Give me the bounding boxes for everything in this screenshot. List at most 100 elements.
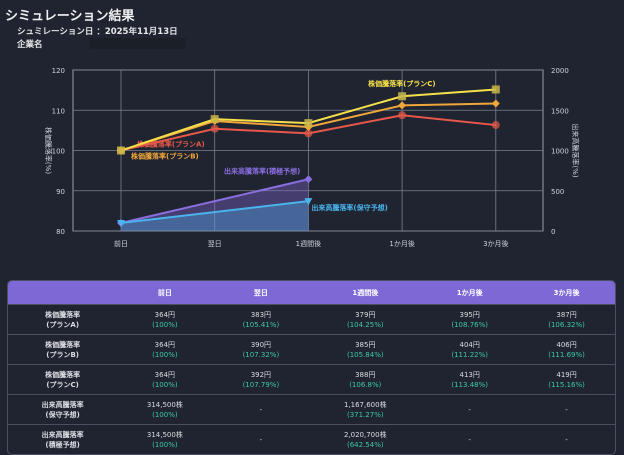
line-chart: 80 90 100 110 120 0 500 1000 1500 2000 前日 翌日 1週間後 1か月… bbox=[44, 67, 580, 248]
data-point bbox=[210, 124, 219, 133]
column-header: 1週間後 bbox=[309, 281, 422, 305]
table-row: 株価騰落率 (プランB) 364円 (100%) 390円 (107.32%) 385円 (1… bbox=[8, 334, 615, 365]
cell-percent: (106.32%) bbox=[548, 320, 585, 329]
cell-percent: (108.76%) bbox=[451, 320, 488, 329]
data-point bbox=[117, 219, 125, 227]
row-label: 出来高騰落率 bbox=[41, 430, 84, 439]
cell-value: 419円 bbox=[556, 370, 577, 379]
cell-value: 314,500株 bbox=[146, 400, 183, 409]
cell-percent: (107.32%) bbox=[242, 350, 280, 359]
cell-value: 1,167,600株 bbox=[343, 400, 387, 409]
data-point bbox=[491, 85, 500, 94]
table-cell: 1,167,600株 (371.27%) bbox=[309, 394, 422, 425]
cell-value: 388円 bbox=[355, 370, 376, 379]
column-header: 1か月後 bbox=[421, 281, 519, 305]
data-point bbox=[398, 92, 407, 101]
cell-percent: (100%) bbox=[152, 440, 178, 449]
cell-percent: (105.41%) bbox=[242, 320, 280, 329]
cell-percent: (642.54%) bbox=[346, 440, 384, 449]
series-line bbox=[120, 200, 309, 224]
table-cell: - bbox=[212, 424, 310, 454]
data-point bbox=[398, 111, 407, 120]
row-label: 株価騰落率 bbox=[45, 340, 81, 349]
table-cell: 364円 (100%) bbox=[117, 334, 213, 365]
cell-percent: (111.22%) bbox=[451, 350, 488, 359]
x-tick-label: 3か月後 bbox=[483, 239, 508, 248]
y2-axis-label: 出来高騰落率(%) bbox=[571, 123, 580, 177]
series-area bbox=[121, 201, 309, 231]
cell-value: 314,500株 bbox=[146, 430, 183, 439]
y2-tick-label: 0 bbox=[551, 228, 555, 236]
table-cell: 364円 (100%) bbox=[117, 364, 213, 395]
cell-value: 413円 bbox=[459, 370, 480, 379]
cell-value: 364円 bbox=[154, 370, 176, 379]
data-point bbox=[210, 115, 219, 124]
table-cell: - bbox=[212, 394, 310, 425]
row-header: 株価騰落率 (プランB) bbox=[8, 334, 118, 365]
cell-value: - bbox=[259, 405, 263, 414]
data-point bbox=[117, 146, 125, 155]
x-tick-label: 前日 bbox=[114, 239, 128, 248]
table-cell: 314,500株 (100%) bbox=[117, 394, 213, 425]
row-sublabel: (積極予想) bbox=[45, 440, 80, 449]
cell-value: 364円 bbox=[154, 340, 176, 349]
table-cell: 388円 (106.8%) bbox=[309, 364, 422, 395]
cell-value: 364円 bbox=[154, 310, 176, 319]
date-label: シュミレーション日 bbox=[17, 27, 94, 37]
column-header: 前日 bbox=[117, 281, 213, 305]
series-label: 出来高騰落率(積極予想) bbox=[224, 166, 300, 175]
y2-tick-label: 1000 bbox=[551, 148, 569, 156]
table-row: 出来高騰落率 (積極予想) 314,500株 (100%) - 2,020,700株 (64… bbox=[8, 424, 615, 454]
cell-value: - bbox=[259, 435, 263, 444]
series-line bbox=[120, 178, 309, 224]
cell-percent: (100%) bbox=[152, 380, 178, 389]
row-label: 出来高騰落率 bbox=[41, 400, 84, 409]
column-header: 3か月後 bbox=[518, 281, 615, 305]
table-cell: 385円 (105.84%) bbox=[309, 334, 422, 365]
x-tick-label: 1か月後 bbox=[389, 239, 414, 248]
table-cell: 392円 (107.79%) bbox=[212, 364, 310, 395]
cell-percent: (100%) bbox=[152, 350, 178, 359]
y2-tick-label: 500 bbox=[551, 188, 564, 196]
x-tick-label: 翌日 bbox=[208, 240, 222, 248]
y-tick-label: 110 bbox=[52, 107, 65, 115]
table-cell: 404円 (111.22%) bbox=[421, 334, 519, 365]
cell-value: - bbox=[468, 405, 471, 414]
cell-value: 387円 bbox=[556, 310, 577, 319]
cell-percent: (111.69%) bbox=[548, 350, 585, 359]
x-tick-label: 1週間後 bbox=[296, 239, 321, 248]
table-cell: 387円 (106.32%) bbox=[518, 304, 615, 335]
table-cell: 379円 (104.25%) bbox=[309, 304, 422, 335]
cell-value: 385円 bbox=[355, 340, 376, 349]
series-label: 株価騰落率(プランC) bbox=[368, 79, 436, 88]
data-point bbox=[304, 119, 313, 128]
simulation-date: シュミレーション日 ：2025年11月13日 bbox=[17, 25, 178, 37]
table-cell: - bbox=[518, 424, 615, 454]
y-axis-label: 株価騰落率(%) bbox=[44, 127, 53, 174]
row-sublabel: (保守予想) bbox=[45, 410, 80, 419]
page-title: シミュレーション結果 bbox=[5, 9, 135, 24]
cell-value: 379円 bbox=[355, 310, 376, 319]
row-label: 株価騰落率 bbox=[45, 310, 81, 319]
y-tick-label: 100 bbox=[52, 148, 65, 156]
cell-percent: (100%) bbox=[152, 410, 178, 419]
row-header: 株価騰落率 (プランC) bbox=[8, 364, 118, 395]
row-header: 株価騰落率 (プランA) bbox=[8, 304, 118, 335]
row-header: 出来高騰落率 (保守予想) bbox=[8, 394, 118, 425]
table-cell: 314,500株 (100%) bbox=[117, 424, 213, 454]
table-cell: 419円 (115.16%) bbox=[518, 364, 615, 395]
y-tick-label: 80 bbox=[56, 228, 65, 236]
date-value: ：2025年11月13日 bbox=[96, 27, 178, 37]
cell-value: 390円 bbox=[250, 340, 272, 349]
series-label: 株価騰落率(プランA) bbox=[137, 140, 205, 149]
cell-percent: (106.8%) bbox=[349, 380, 382, 389]
cell-percent: (113.48%) bbox=[451, 380, 488, 389]
cell-value: 392円 bbox=[250, 370, 272, 379]
y-tick-label: 120 bbox=[52, 67, 65, 75]
cell-percent: (371.27%) bbox=[346, 410, 384, 419]
series-label: 株価騰落率(プランB) bbox=[131, 152, 199, 161]
table-cell: - bbox=[421, 424, 519, 454]
cell-value: 395円 bbox=[459, 310, 480, 319]
cell-value: 2,020,700株 bbox=[343, 430, 387, 439]
data-point bbox=[304, 129, 313, 138]
